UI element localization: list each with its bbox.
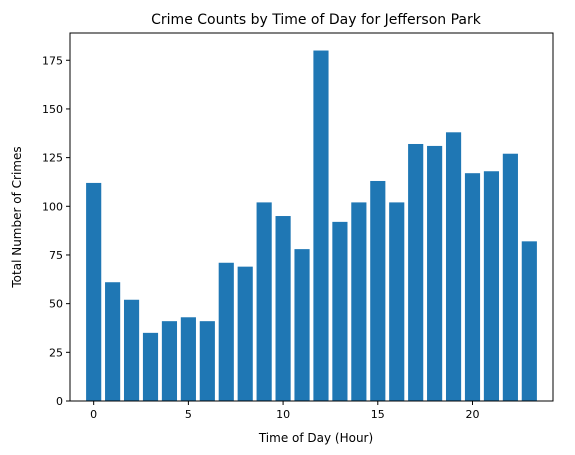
y-tick-label: 175 — [42, 54, 63, 67]
bar-hour-15 — [370, 180, 386, 401]
x-tick-label: 0 — [90, 408, 97, 421]
x-tick-label: 15 — [371, 408, 385, 421]
y-axis-ticks: 0 25 50 75 100 125 150 175 — [42, 54, 70, 408]
chart-title: Crime Counts by Time of Day for Jefferso… — [151, 12, 482, 28]
bar-hour-20 — [464, 173, 481, 401]
y-tick-label: 150 — [42, 103, 63, 116]
bar-hour-7 — [218, 262, 234, 401]
x-tick-label: 10 — [276, 408, 290, 421]
bar-hour-22 — [502, 153, 518, 401]
bar-hour-0 — [86, 182, 102, 401]
bar-hour-10 — [275, 216, 291, 401]
bar-hour-1 — [105, 282, 121, 401]
bar-hour-9 — [256, 202, 272, 401]
bar-hour-2 — [123, 299, 140, 401]
bar-hour-17 — [408, 143, 424, 401]
bar-hour-11 — [294, 249, 310, 401]
bar-hour-23 — [521, 241, 537, 401]
y-tick-label: 100 — [42, 200, 63, 213]
bar-hour-19 — [445, 132, 462, 402]
y-tick-label: 0 — [56, 395, 63, 408]
x-tick-label: 5 — [185, 408, 192, 421]
y-tick-label: 75 — [49, 249, 63, 262]
bar-hour-21 — [483, 171, 500, 401]
bar-hour-14 — [351, 202, 367, 401]
bar-hour-8 — [237, 266, 253, 401]
y-tick-label: 25 — [49, 346, 63, 359]
x-axis-label: Time of Day (Hour) — [258, 431, 373, 445]
bar-hour-6 — [199, 321, 215, 401]
y-axis-label: Total Number of Crimes — [10, 146, 24, 288]
bar-hour-18 — [427, 145, 443, 401]
plot-frame — [69, 32, 554, 402]
bar-hour-13 — [332, 221, 348, 401]
y-tick-label: 50 — [49, 298, 63, 311]
bar-hour-5 — [180, 317, 196, 401]
x-axis-ticks: 0 5 10 15 20 — [90, 401, 480, 421]
bar-hour-3 — [142, 332, 159, 401]
bar-hour-16 — [389, 202, 405, 401]
bar-hour-4 — [161, 321, 178, 401]
x-tick-label: 20 — [466, 408, 480, 421]
y-tick-label: 125 — [42, 152, 63, 165]
bar-hour-12 — [313, 50, 329, 402]
bars-group — [86, 50, 537, 402]
